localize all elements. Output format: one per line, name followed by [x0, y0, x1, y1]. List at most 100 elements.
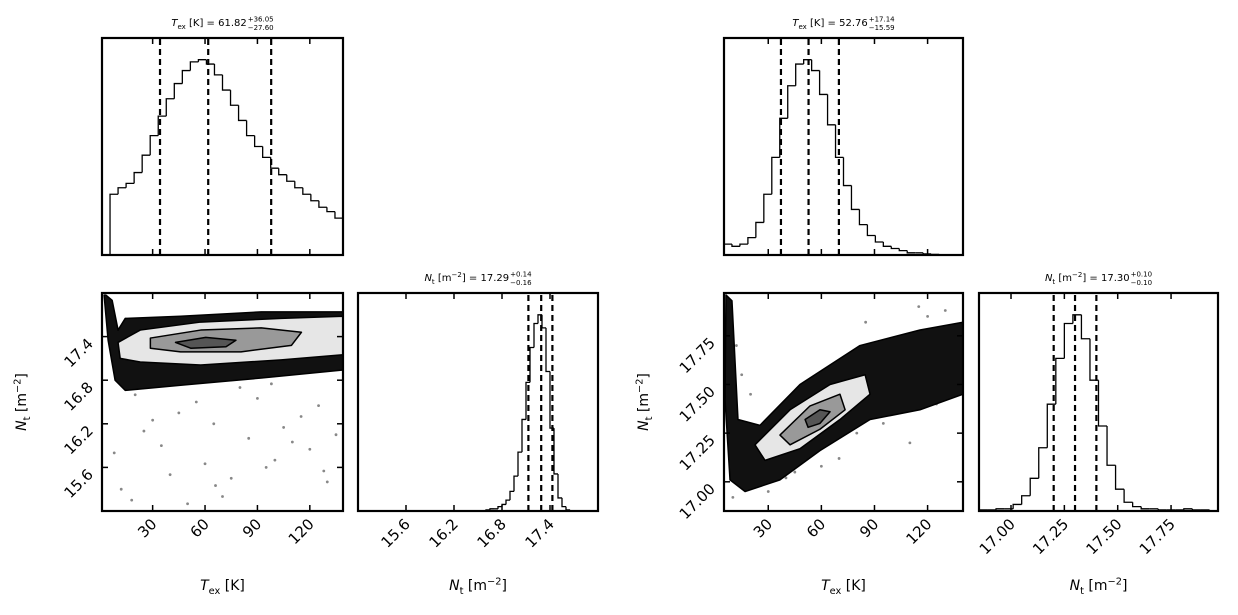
hist-step — [213, 64, 223, 76]
sample-point — [290, 440, 294, 444]
y-axis-label: Nt [m−2] — [12, 373, 33, 431]
hist-step — [1123, 489, 1133, 503]
hist-step — [497, 505, 502, 509]
panel-frame — [722, 291, 965, 513]
sample-point — [322, 469, 326, 473]
sample-point — [168, 473, 172, 477]
sample-point — [112, 451, 116, 455]
sample-point — [221, 495, 224, 498]
hist-step — [189, 61, 199, 71]
sample-point — [864, 320, 868, 324]
label-part: ] = 17.30 — [1082, 273, 1129, 284]
sample-point — [908, 441, 912, 445]
hist-step — [1157, 508, 1167, 511]
hist-step — [278, 168, 287, 176]
panel-frame — [356, 291, 600, 513]
hist-step — [1080, 314, 1090, 340]
x-axis-label: Tex [K] — [200, 578, 245, 597]
y-tick-label: 16.8 — [60, 378, 96, 414]
label-script: −0.16 — [510, 279, 532, 287]
panel-histogram — [979, 293, 1218, 511]
label-part: [K] = 61.82 — [186, 18, 247, 29]
label-script: +0.14 — [510, 271, 532, 279]
label-part: N — [449, 578, 460, 594]
x-tick-label: 90 — [856, 515, 882, 541]
hist-step — [795, 63, 804, 86]
label-part: [K] — [841, 578, 866, 594]
label-part: [m — [463, 578, 487, 594]
label-part: [m — [1055, 273, 1072, 284]
panel-frame — [977, 291, 1220, 513]
hist-step — [533, 322, 538, 348]
sample-point — [793, 470, 797, 474]
sample-point — [926, 314, 929, 318]
sample-point — [130, 498, 134, 502]
panel-histogram — [102, 38, 343, 255]
label-part: N — [14, 420, 30, 431]
hist-step — [557, 473, 562, 499]
label-part: −2 — [487, 576, 501, 587]
hist-step — [245, 120, 255, 137]
sample-point — [731, 495, 735, 499]
x-tick-label: 60 — [187, 515, 213, 541]
x-tick-label: 90 — [239, 515, 265, 541]
hist-step — [842, 157, 852, 187]
label-script: −27.60 — [248, 24, 274, 32]
x-axis-label-inner: Nt [m−2] — [1070, 576, 1128, 597]
label-part: ex — [177, 23, 185, 31]
sample-point — [229, 476, 233, 480]
label-part: T — [792, 18, 799, 29]
panel-title-text: Nt [m−2] = 17.30 — [1045, 271, 1130, 286]
label-part: [K] — [220, 578, 245, 594]
x-axis-label-text: Tex [K] — [200, 578, 245, 597]
hist-step — [898, 248, 908, 252]
hist-step — [310, 194, 319, 202]
sample-point — [819, 464, 823, 468]
hist-step — [513, 475, 518, 492]
sample-point — [273, 458, 277, 462]
sample-point — [299, 415, 303, 418]
hist-step — [521, 418, 526, 453]
hist-step — [890, 246, 900, 250]
x-axis-label-text: Tex [K] — [821, 578, 866, 597]
hist-step — [109, 193, 119, 255]
x-tick-label: 60 — [803, 515, 829, 541]
hist-step — [826, 94, 836, 126]
hist-step — [173, 82, 183, 99]
label-part: −2 — [1072, 271, 1082, 279]
sample-point — [784, 476, 788, 480]
label-part: −2 — [1107, 576, 1121, 587]
hist-step — [1029, 477, 1039, 496]
hist-step — [205, 59, 215, 65]
label-part: ex — [798, 23, 806, 31]
sample-point — [186, 502, 189, 506]
hist-step — [771, 156, 780, 195]
sample-point — [214, 484, 217, 487]
panel-frame — [100, 291, 345, 513]
hist-step — [509, 490, 514, 501]
y-tick-label: 17.50 — [676, 383, 719, 426]
hist-step — [149, 134, 159, 156]
x-tick-label: 17.4 — [521, 515, 557, 551]
label-script: +36.05 — [248, 16, 274, 24]
hist-step — [525, 381, 530, 420]
hist-step — [1140, 506, 1150, 510]
hist-step — [117, 187, 127, 195]
label-part: −2 — [452, 271, 462, 279]
y-axis-label-inner: Nt [m−2] — [12, 373, 33, 431]
label-part: [K] = 52.76 — [807, 18, 868, 29]
y-tick-label: 17.4 — [60, 335, 96, 371]
label-part: t — [644, 416, 655, 420]
hist-step — [995, 508, 1005, 510]
hist-step — [561, 497, 566, 508]
sample-point — [269, 382, 273, 386]
x-tick-label: 17.00 — [976, 515, 1019, 558]
label-part: t — [22, 416, 33, 420]
hist-step — [326, 207, 335, 213]
label-part: N — [424, 273, 432, 284]
label-part: [m — [1084, 578, 1108, 594]
label-part: N — [1070, 578, 1081, 594]
x-tick-label: 16.2 — [425, 515, 461, 551]
hist-step — [739, 243, 748, 247]
y-axis-label-text: Nt [m−2] — [12, 373, 33, 431]
